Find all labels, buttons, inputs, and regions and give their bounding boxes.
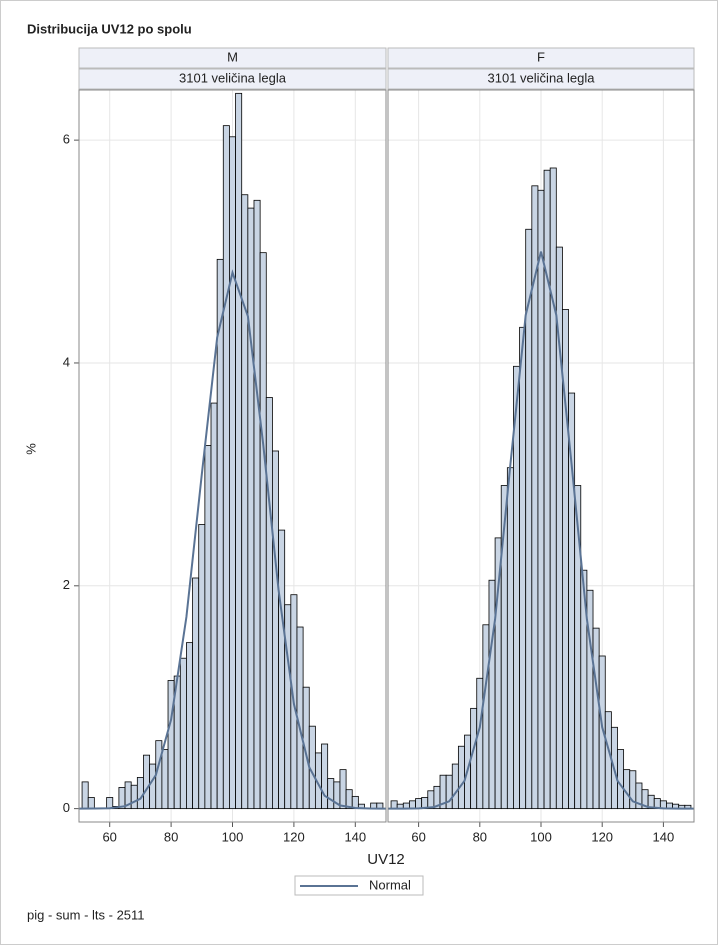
bar <box>241 194 249 810</box>
panel-strip <box>387 68 695 90</box>
bar <box>549 167 557 810</box>
legend <box>294 875 424 896</box>
bar <box>192 577 200 810</box>
bar <box>415 798 423 810</box>
bar <box>81 781 89 810</box>
bar <box>210 402 218 810</box>
x-tick-label: 140 <box>344 829 366 844</box>
bar <box>136 777 144 810</box>
bar <box>265 397 273 810</box>
plot-frame <box>78 89 387 823</box>
x-tick-label: 120 <box>591 829 613 844</box>
legend-label: Normal <box>369 877 411 892</box>
x-tick-label: 80 <box>473 829 487 844</box>
bar <box>161 749 169 810</box>
y-tick-label: 2 <box>63 577 70 592</box>
bar <box>390 800 398 810</box>
bar <box>592 627 600 810</box>
bar <box>198 524 206 810</box>
bar <box>482 624 490 810</box>
y-tick-label: 0 <box>63 800 70 815</box>
chart-title: Distribucija UV12 po spolu <box>27 21 192 36</box>
bar <box>617 749 625 810</box>
panel-strip <box>78 68 387 90</box>
bar <box>247 207 255 810</box>
bar <box>427 790 435 810</box>
plot-frame <box>387 89 695 823</box>
bar <box>537 189 545 810</box>
bar <box>451 763 459 810</box>
x-axis-label: UV12 <box>367 851 405 868</box>
bar <box>321 743 329 810</box>
normal-curve <box>388 251 694 810</box>
bar <box>229 136 236 810</box>
bar <box>235 92 243 810</box>
bar <box>222 125 230 810</box>
bar <box>204 445 212 810</box>
x-tick-label: 60 <box>411 829 425 844</box>
panel-subtitle: 3101 veličina legla <box>179 70 287 85</box>
bar <box>488 579 496 810</box>
bar <box>506 467 514 810</box>
bar <box>476 677 484 810</box>
bar <box>278 529 286 810</box>
bar <box>604 711 612 810</box>
x-tick-label: 100 <box>530 829 552 844</box>
bar <box>259 252 267 810</box>
bar <box>130 784 138 810</box>
x-tick-label: 120 <box>283 829 305 844</box>
normal-curve <box>78 269 387 810</box>
bar <box>339 769 347 810</box>
bar <box>149 763 157 810</box>
panel-strip <box>387 47 695 69</box>
panel-label: F <box>537 49 545 64</box>
bar <box>179 657 187 810</box>
bar <box>327 778 335 810</box>
bar <box>525 228 533 810</box>
x-tick-label: 100 <box>222 829 244 844</box>
bar <box>87 797 95 810</box>
x-tick-label: 140 <box>653 829 675 844</box>
bar <box>272 450 279 810</box>
footnote: pig - sum - lts - 2511 <box>27 907 145 922</box>
bar <box>143 754 151 810</box>
y-axis-label: % <box>23 443 38 455</box>
x-tick-label: 60 <box>102 829 116 844</box>
x-tick-label: 80 <box>164 829 178 844</box>
bar <box>519 326 527 810</box>
bar <box>253 199 261 810</box>
bar <box>216 258 224 810</box>
panel-subtitle: 3101 veličina legla <box>488 70 596 85</box>
panel-label: M <box>227 49 238 64</box>
bar <box>186 642 193 810</box>
y-tick-label: 4 <box>63 354 70 369</box>
bar <box>445 774 453 810</box>
panel-strip <box>78 47 387 69</box>
y-tick-label: 6 <box>63 132 70 147</box>
bar <box>457 745 465 810</box>
